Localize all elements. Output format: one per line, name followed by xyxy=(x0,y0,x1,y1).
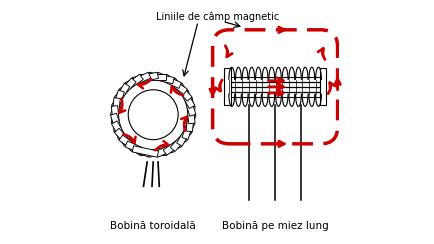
Text: Liniile de câmp magnetic: Liniile de câmp magnetic xyxy=(155,12,279,22)
Polygon shape xyxy=(132,72,158,84)
Polygon shape xyxy=(181,90,195,116)
Polygon shape xyxy=(170,128,191,152)
Polygon shape xyxy=(181,113,195,139)
Polygon shape xyxy=(163,74,187,94)
Polygon shape xyxy=(140,74,165,80)
Polygon shape xyxy=(111,98,120,124)
Circle shape xyxy=(128,90,178,140)
Polygon shape xyxy=(110,113,124,139)
Polygon shape xyxy=(114,78,136,101)
Bar xyxy=(228,77,321,97)
Polygon shape xyxy=(140,149,165,155)
Bar xyxy=(224,68,230,105)
Polygon shape xyxy=(110,90,124,116)
Polygon shape xyxy=(125,141,151,157)
Text: Bobină pe miez lung: Bobină pe miez lung xyxy=(221,221,328,231)
Polygon shape xyxy=(132,146,158,157)
Polygon shape xyxy=(111,106,120,132)
Bar xyxy=(319,68,326,105)
Polygon shape xyxy=(176,83,194,109)
Polygon shape xyxy=(111,83,129,109)
Polygon shape xyxy=(125,72,151,88)
Polygon shape xyxy=(186,106,194,132)
Polygon shape xyxy=(163,135,187,155)
Polygon shape xyxy=(155,141,181,157)
Polygon shape xyxy=(170,78,191,101)
Polygon shape xyxy=(186,98,194,124)
Polygon shape xyxy=(111,121,129,146)
Polygon shape xyxy=(176,121,194,146)
Polygon shape xyxy=(148,72,174,84)
Polygon shape xyxy=(155,72,181,88)
Polygon shape xyxy=(118,135,143,155)
Polygon shape xyxy=(148,146,174,157)
Polygon shape xyxy=(118,74,143,94)
Polygon shape xyxy=(114,128,136,152)
Text: Bobină toroidală: Bobină toroidală xyxy=(110,221,196,231)
